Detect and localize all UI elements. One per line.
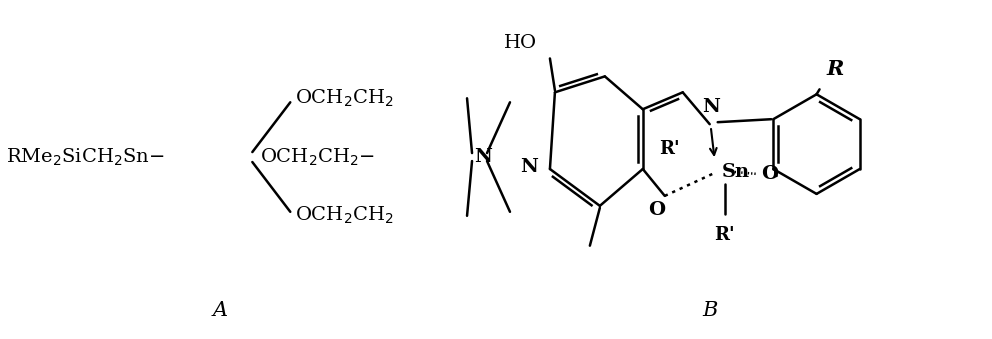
Text: OCH$_2$CH$_2$: OCH$_2$CH$_2$: [296, 205, 394, 226]
Text: A: A: [213, 301, 228, 320]
Text: O: O: [761, 165, 778, 183]
Text: R: R: [826, 59, 844, 79]
Text: Sn: Sn: [722, 163, 750, 181]
Text: B: B: [702, 301, 717, 320]
Text: N: N: [701, 98, 719, 116]
Text: O: O: [648, 201, 666, 219]
Text: R': R': [659, 140, 680, 158]
Text: OCH$_2$CH$_2$: OCH$_2$CH$_2$: [296, 88, 394, 109]
Text: RMe$_2$SiCH$_2$Sn$-$: RMe$_2$SiCH$_2$Sn$-$: [6, 146, 165, 168]
Text: R': R': [714, 226, 735, 244]
Text: N: N: [520, 158, 538, 176]
Text: HO: HO: [504, 34, 537, 52]
Text: N: N: [474, 148, 492, 166]
Text: OCH$_2$CH$_2$$-$: OCH$_2$CH$_2$$-$: [260, 146, 375, 168]
